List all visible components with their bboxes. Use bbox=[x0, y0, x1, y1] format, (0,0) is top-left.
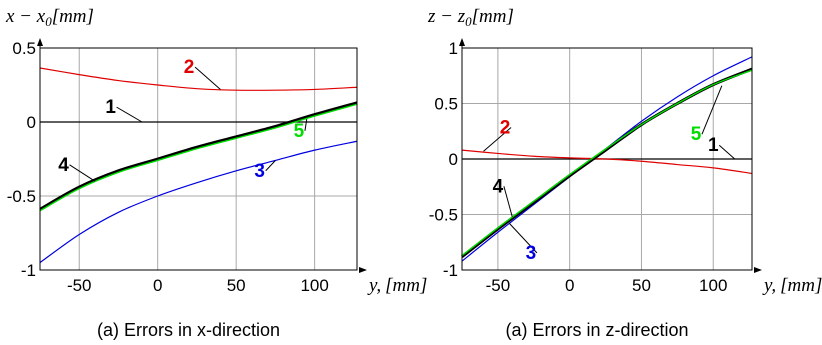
x-tick-label: 50 bbox=[227, 276, 246, 295]
series-label-4: 4 bbox=[493, 176, 504, 197]
series-label-1: 1 bbox=[708, 135, 719, 156]
annotation-leader-5 bbox=[304, 118, 308, 131]
x-axis-unit: [mm] bbox=[780, 275, 822, 296]
x-axis-unit: [mm] bbox=[385, 275, 427, 296]
x-tick-label: 0 bbox=[153, 276, 162, 295]
x-tick-label: -50 bbox=[67, 276, 92, 295]
grid bbox=[40, 47, 357, 271]
series-line-4 bbox=[39, 101, 358, 211]
series-label-2: 2 bbox=[500, 117, 511, 138]
chart-caption: (a) Errors in x-direction bbox=[97, 320, 280, 340]
x-axis-arrow bbox=[359, 267, 367, 273]
series-label-4: 4 bbox=[58, 155, 69, 176]
y-axis-label: x − x0[mm] bbox=[5, 6, 94, 29]
series-label-3: 3 bbox=[526, 243, 537, 264]
y-axis-var: z − z bbox=[427, 6, 466, 27]
annotation-leader-4 bbox=[69, 164, 96, 182]
annotation-leader-2 bbox=[483, 127, 512, 152]
x-tick-label: 0 bbox=[565, 276, 574, 295]
y-axis-label: z − z0[mm] bbox=[427, 6, 514, 29]
annotation-leader-4 bbox=[503, 186, 513, 217]
series-label-2: 2 bbox=[184, 57, 195, 78]
y-tick-label: -0.5 bbox=[7, 187, 36, 206]
tick-labels: -50 0 50 100 -1 -0.5 0 0.5 1 bbox=[429, 39, 728, 295]
y-tick-label: -1 bbox=[21, 261, 36, 280]
y-tick-label: 1 bbox=[449, 39, 458, 58]
x-axis-label: y, [mm] bbox=[367, 275, 427, 296]
annotation-leader-2 bbox=[194, 66, 221, 90]
y-axis-unit: [mm] bbox=[472, 6, 514, 27]
y-tick-label: 0 bbox=[449, 150, 458, 169]
plot-frame bbox=[39, 47, 358, 271]
series-line-5 bbox=[461, 69, 753, 257]
x-axis-arrow bbox=[754, 267, 762, 273]
annotations: 1 2 3 4 5 bbox=[58, 57, 308, 182]
annotations: 1 2 3 4 5 bbox=[483, 85, 736, 264]
x-tick-label: 100 bbox=[300, 276, 328, 295]
series-line-4 bbox=[461, 67, 753, 258]
y-axis-sub: 0 bbox=[45, 14, 52, 29]
y-tick-label: 0 bbox=[27, 113, 36, 132]
y-axis-sub: 0 bbox=[465, 14, 472, 29]
chart-caption: (a) Errors in z-direction bbox=[505, 320, 688, 340]
series-label-1: 1 bbox=[105, 97, 116, 118]
y-axis-arrow bbox=[459, 38, 465, 46]
y-tick-label: -1 bbox=[443, 261, 458, 280]
y-axis-arrow bbox=[37, 38, 43, 46]
annotation-leader-3 bbox=[265, 160, 276, 172]
x-axis-label: y, [mm] bbox=[762, 275, 822, 296]
x-tick-label: 50 bbox=[632, 276, 651, 295]
series-line-3 bbox=[39, 140, 358, 264]
series-line-5 bbox=[39, 103, 358, 212]
annotation-leader-3 bbox=[509, 223, 538, 254]
series-label-3: 3 bbox=[254, 161, 265, 182]
x-tick-label: 100 bbox=[699, 276, 727, 295]
y-tick-label: 0.5 bbox=[12, 39, 36, 58]
x-tick-label: -50 bbox=[486, 276, 511, 295]
x-axis-var: y, bbox=[762, 275, 776, 296]
series-line-2 bbox=[39, 67, 358, 91]
y-tick-label: 0.5 bbox=[434, 95, 458, 114]
annotation-leader-1 bbox=[116, 106, 143, 123]
series-line-2 bbox=[461, 149, 753, 175]
annotation-leader-1 bbox=[718, 144, 736, 160]
tick-labels: -50 0 50 100 -1 -0.5 0 0.5 bbox=[7, 39, 329, 295]
y-axis-var: x − x bbox=[5, 6, 46, 27]
series-group bbox=[461, 56, 753, 262]
series-label-5: 5 bbox=[294, 121, 305, 142]
annotation-leader-5 bbox=[701, 85, 723, 135]
series-label-5: 5 bbox=[691, 124, 702, 145]
y-axis-unit: [mm] bbox=[52, 6, 94, 27]
series-group bbox=[39, 67, 358, 264]
plot-frame bbox=[461, 47, 753, 271]
x-axis-var: y, bbox=[367, 275, 381, 296]
y-tick-label: -0.5 bbox=[429, 206, 458, 225]
